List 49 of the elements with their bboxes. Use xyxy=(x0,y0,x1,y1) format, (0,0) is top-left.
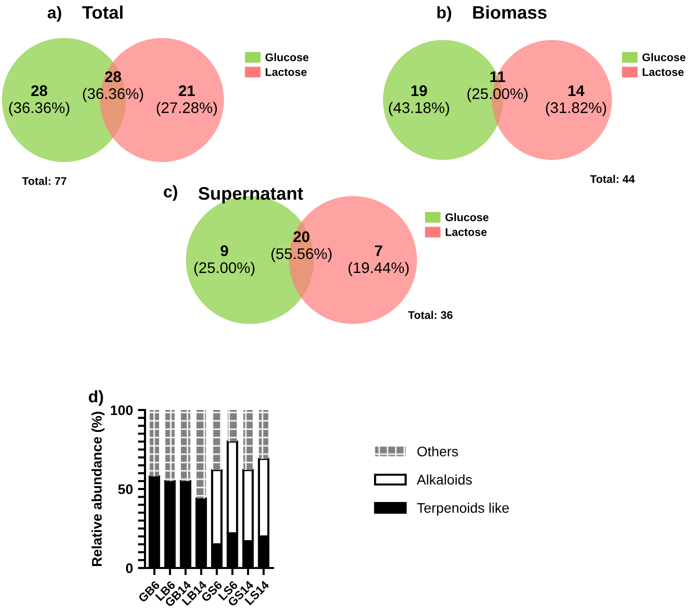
text: Biomass xyxy=(473,6,547,19)
bar xyxy=(180,410,190,482)
legend-label: Alkaloids xyxy=(416,474,472,485)
bar xyxy=(228,410,238,442)
y-tick-label: 100 xyxy=(110,405,133,416)
text: Total xyxy=(82,6,123,19)
text: Supernatant xyxy=(198,187,304,204)
legend-label: Terpenoids like xyxy=(417,502,509,516)
text: (25.00%) xyxy=(467,88,528,102)
text: 20 xyxy=(294,231,310,242)
text: Total: 77 xyxy=(22,176,66,185)
category-label: Lactose xyxy=(266,68,307,76)
bar xyxy=(150,410,160,476)
category-label: Glucose xyxy=(445,213,488,222)
category-label: Glucose xyxy=(642,53,686,62)
text: (31.82%) xyxy=(546,102,606,116)
text: (19.44%) xyxy=(348,262,409,276)
bar xyxy=(258,410,268,459)
y-tick-label: 0 xyxy=(126,563,133,574)
bar xyxy=(212,410,222,470)
text: (36.36%) xyxy=(82,88,144,102)
text: 7 xyxy=(375,245,382,256)
text: (27.28%) xyxy=(156,102,217,116)
text: (36.36%) xyxy=(9,102,70,116)
y-axis-title: Relative abundance (%) xyxy=(92,412,104,566)
text: 28 xyxy=(31,85,48,96)
text: 14 xyxy=(568,85,584,96)
category-label: Lactose xyxy=(446,228,487,236)
text: (55.56%) xyxy=(271,248,332,262)
y-tick-label: 50 xyxy=(118,484,133,494)
category-label: Lactose xyxy=(642,68,684,76)
text: 28 xyxy=(105,71,122,82)
text: 21 xyxy=(178,85,195,96)
text: d) xyxy=(88,390,104,406)
text: 9 xyxy=(220,245,228,256)
text: 19 xyxy=(411,85,427,96)
text: a) xyxy=(48,6,62,22)
category-label: Glucose xyxy=(265,53,308,62)
text: Total: 44 xyxy=(590,174,635,183)
text: (43.18%) xyxy=(388,102,450,116)
text: Total: 36 xyxy=(408,310,452,319)
text: 11 xyxy=(490,71,506,82)
text: (25.00%) xyxy=(194,262,254,276)
text: c) xyxy=(164,185,178,201)
legend-label: Others xyxy=(417,446,458,456)
bar xyxy=(196,410,206,498)
bar xyxy=(165,410,175,482)
bar xyxy=(243,410,253,470)
text: b) xyxy=(437,6,452,22)
